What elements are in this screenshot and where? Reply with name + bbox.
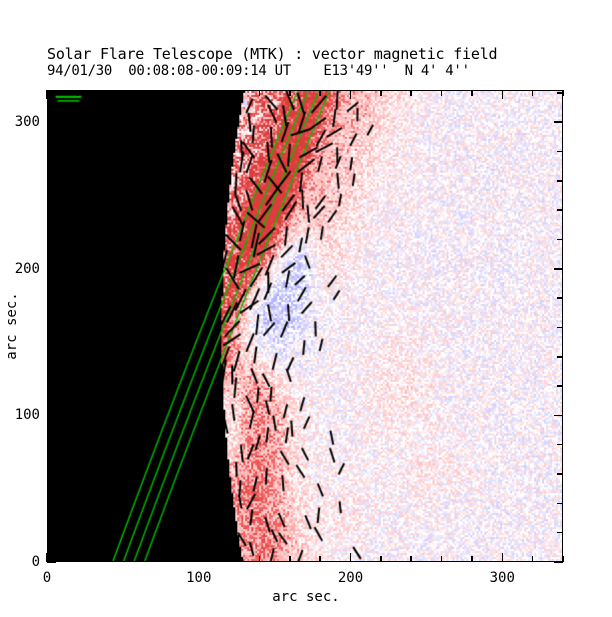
y-tick — [47, 150, 53, 153]
y-tick-right — [557, 443, 563, 446]
x-tick — [228, 556, 230, 562]
x-tick-top — [562, 90, 564, 96]
x-tick — [106, 556, 109, 562]
x-tick-top — [106, 90, 109, 96]
y-tick-label: 100 — [14, 407, 40, 424]
y-tick-label: 0 — [31, 554, 40, 570]
y-tick — [47, 180, 53, 182]
x-tick — [258, 556, 261, 562]
y-tick — [47, 473, 53, 475]
y-tick — [47, 297, 53, 299]
x-tick-top — [380, 90, 382, 96]
y-tick-right — [554, 414, 563, 417]
x-tick-top — [228, 90, 230, 96]
x-axis-title: arc sec. — [272, 589, 340, 605]
x-tick — [501, 553, 504, 562]
y-tick-right — [557, 473, 563, 475]
y-tick — [47, 92, 53, 94]
x-tick — [319, 556, 321, 562]
y-tick — [47, 238, 53, 241]
y-tick-right — [557, 531, 563, 534]
y-tick — [47, 121, 56, 123]
y-tick-right — [557, 92, 563, 94]
x-tick-top — [137, 90, 139, 96]
x-tick-label: 100 — [186, 570, 212, 586]
x-tick-top — [471, 90, 473, 96]
y-tick-right — [554, 561, 563, 563]
magnetogram-image — [48, 91, 562, 561]
y-axis-title: arc sec. — [4, 292, 20, 360]
x-tick — [349, 553, 352, 562]
x-tick-top — [501, 90, 504, 99]
x-tick — [380, 556, 382, 562]
x-tick — [440, 556, 443, 562]
y-tick — [47, 414, 56, 417]
y-tick-right — [557, 180, 563, 182]
plot-title: Solar Flare Telescope (MTK) : vector mag… — [47, 45, 498, 63]
y-tick — [47, 443, 53, 446]
y-tick-right — [557, 502, 563, 505]
x-tick — [167, 556, 170, 562]
y-tick-right — [557, 150, 563, 153]
plot-subtitle: 94/01/30 00:08:08-00:09:14 UT E13'49'' N… — [47, 63, 470, 79]
y-tick-right — [554, 121, 563, 123]
x-tick — [289, 556, 291, 562]
magnetogram-plot-area — [47, 90, 563, 562]
y-tick-label: 300 — [14, 114, 40, 131]
x-tick — [198, 553, 200, 562]
x-tick-top — [76, 90, 79, 96]
x-tick-top — [289, 90, 291, 96]
x-tick — [531, 556, 534, 562]
y-tick-right — [557, 356, 563, 358]
x-tick — [562, 556, 564, 562]
x-tick-top — [410, 90, 412, 96]
x-tick — [137, 556, 139, 562]
x-tick — [76, 556, 79, 562]
y-tick-right — [557, 326, 563, 329]
x-tick-label: 200 — [337, 570, 364, 586]
y-tick — [47, 326, 53, 329]
x-tick-top — [46, 90, 48, 99]
y-tick — [47, 356, 53, 358]
y-tick — [47, 209, 53, 211]
y-tick — [47, 268, 56, 270]
y-tick-right — [557, 297, 563, 299]
x-tick-label: 0 — [42, 570, 52, 586]
y-tick-label: 200 — [14, 260, 40, 277]
y-tick — [47, 531, 53, 534]
x-tick-top — [319, 90, 321, 96]
y-tick — [47, 502, 53, 505]
x-tick — [46, 553, 48, 562]
x-tick-top — [440, 90, 443, 96]
plot-title-block: Solar Flare Telescope (MTK) : vector mag… — [47, 45, 587, 80]
x-tick — [471, 556, 473, 562]
y-tick-right — [557, 238, 563, 241]
y-tick-right — [557, 385, 563, 387]
x-tick — [410, 556, 412, 562]
x-tick-top — [167, 90, 170, 96]
x-tick-label: 300 — [489, 570, 515, 586]
y-tick-right — [557, 209, 563, 211]
x-tick-top — [198, 90, 200, 99]
y-tick — [47, 561, 56, 563]
x-tick-top — [349, 90, 352, 99]
x-tick-top — [258, 90, 261, 96]
x-tick-top — [531, 90, 534, 96]
y-tick — [47, 385, 53, 387]
y-tick-right — [554, 268, 563, 270]
